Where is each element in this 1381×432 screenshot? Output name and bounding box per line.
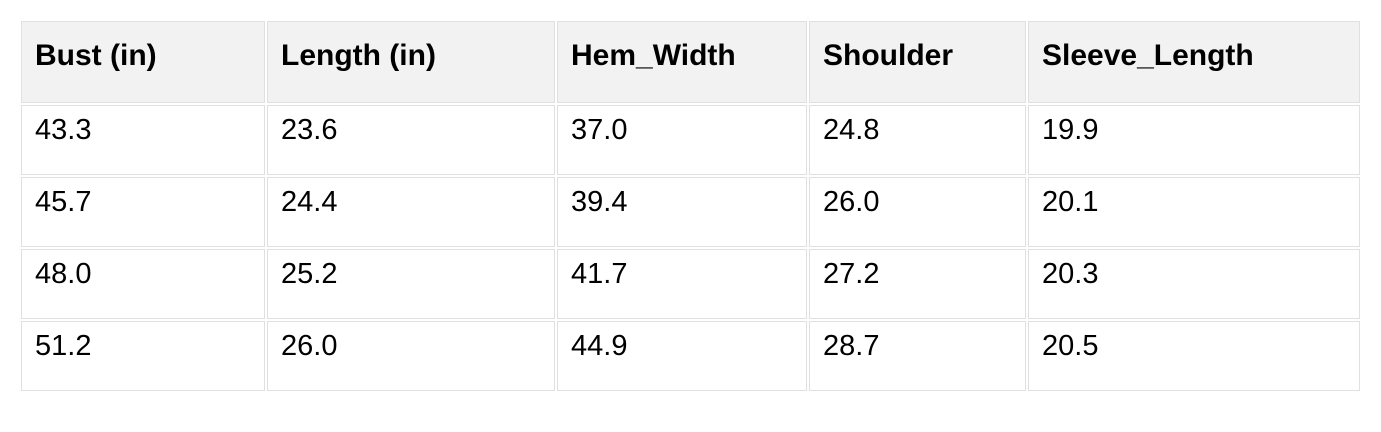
table-cell: 39.4: [557, 177, 807, 247]
table-cell: 24.8: [809, 105, 1026, 175]
column-header-sleeve-length: Sleeve_Length: [1028, 21, 1360, 103]
measurements-table: Bust (in) Length (in) Hem_Width Shoulder…: [19, 19, 1362, 393]
column-header-length: Length (in): [267, 21, 555, 103]
table-cell: 25.2: [267, 249, 555, 319]
table-cell: 45.7: [21, 177, 265, 247]
table-cell: 20.5: [1028, 321, 1360, 391]
table-header-row: Bust (in) Length (in) Hem_Width Shoulder…: [21, 21, 1360, 103]
table-row-3: 48.0 25.2 41.7 27.2 20.3: [21, 249, 1360, 319]
table-cell: 48.0: [21, 249, 265, 319]
table-row-4: 51.2 26.0 44.9 28.7 20.5: [21, 321, 1360, 391]
table-cell: 28.7: [809, 321, 1026, 391]
table-cell: 27.2: [809, 249, 1026, 319]
table-cell: 37.0: [557, 105, 807, 175]
table-row-2: 45.7 24.4 39.4 26.0 20.1: [21, 177, 1360, 247]
table-cell: 44.9: [557, 321, 807, 391]
table-cell: 20.1: [1028, 177, 1360, 247]
table-cell: 19.9: [1028, 105, 1360, 175]
table-cell: 24.4: [267, 177, 555, 247]
table-cell: 23.6: [267, 105, 555, 175]
table-cell: 51.2: [21, 321, 265, 391]
table-cell: 26.0: [267, 321, 555, 391]
table-cell: 43.3: [21, 105, 265, 175]
table-cell: 41.7: [557, 249, 807, 319]
column-header-shoulder: Shoulder: [809, 21, 1026, 103]
column-header-hem-width: Hem_Width: [557, 21, 807, 103]
table-cell: 20.3: [1028, 249, 1360, 319]
table-cell: 26.0: [809, 177, 1026, 247]
column-header-bust: Bust (in): [21, 21, 265, 103]
table-row-1: 43.3 23.6 37.0 24.8 19.9: [21, 105, 1360, 175]
